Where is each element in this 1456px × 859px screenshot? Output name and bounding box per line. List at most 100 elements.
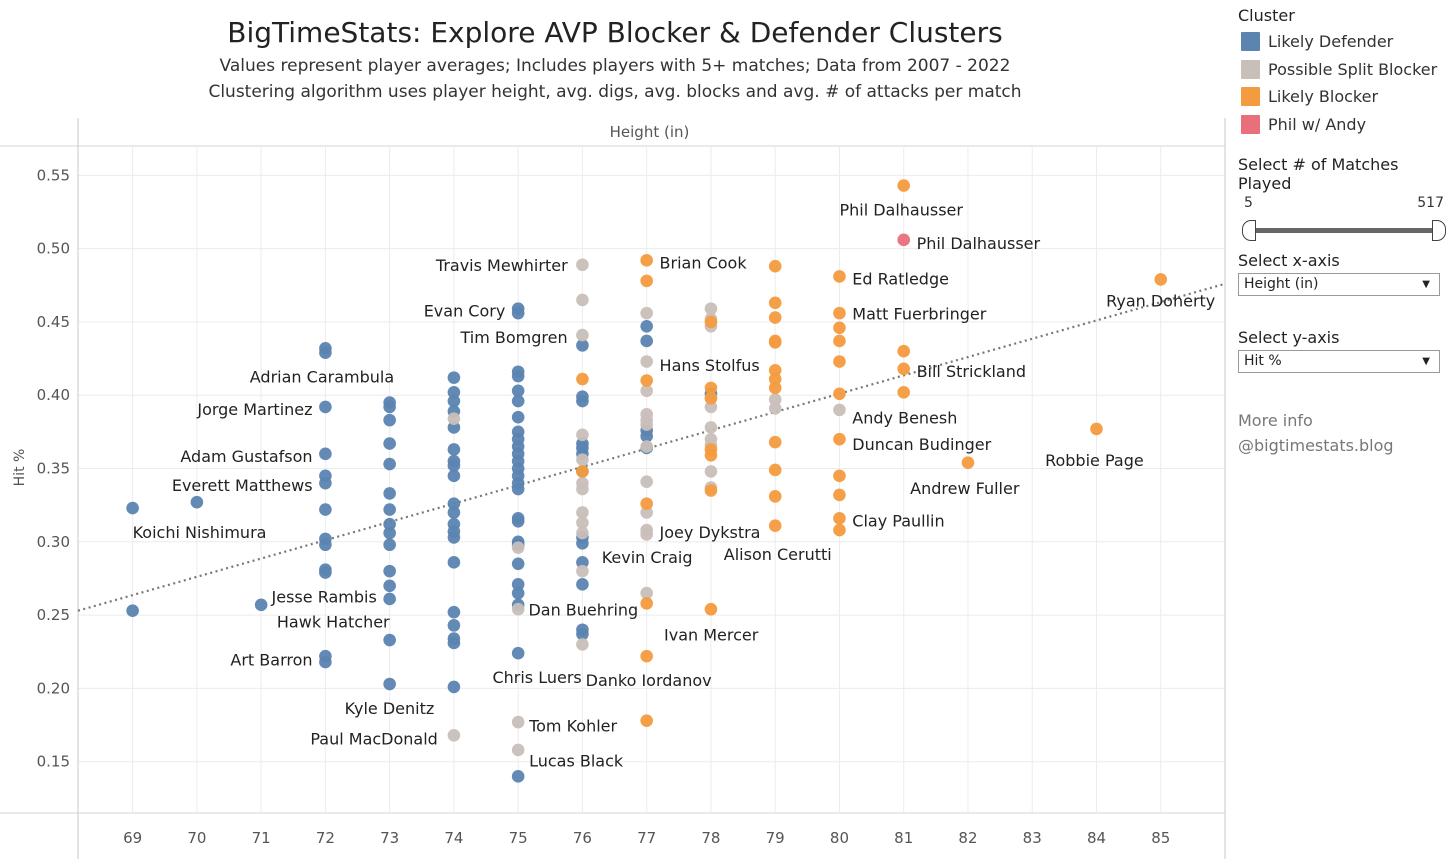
data-point[interactable] [576, 394, 589, 408]
chevron-down-icon[interactable]: ▼ [1422, 279, 1430, 290]
x-axis-dropdown[interactable]: Height (in) ▼ [1238, 273, 1440, 296]
data-point[interactable] [704, 381, 718, 395]
data-point[interactable] [319, 447, 332, 461]
data-point[interactable] [383, 633, 396, 647]
data-point[interactable] [576, 627, 589, 641]
data-point[interactable] [576, 428, 589, 442]
data-point[interactable] [576, 293, 589, 307]
data-point[interactable] [640, 254, 653, 267]
data-point[interactable] [447, 636, 461, 650]
data-point[interactable] [383, 487, 396, 500]
data-point[interactable] [447, 459, 461, 472]
data-point[interactable] [511, 482, 525, 496]
data-point[interactable] [576, 453, 589, 467]
data-point[interactable] [576, 328, 589, 342]
data-point[interactable] [383, 564, 396, 578]
data-point[interactable] [383, 526, 396, 540]
slider-max-handle[interactable] [1432, 220, 1446, 241]
data-point[interactable] [768, 259, 782, 273]
data-point[interactable] [383, 413, 396, 427]
data-point[interactable] [640, 714, 653, 727]
data-point[interactable] [254, 598, 268, 612]
data-point[interactable] [447, 469, 461, 483]
data-point[interactable] [447, 531, 461, 544]
data-point[interactable] [640, 597, 653, 610]
data-point[interactable] [833, 403, 846, 417]
data-point[interactable] [576, 372, 589, 386]
data-point[interactable] [833, 488, 846, 502]
data-point[interactable] [1154, 273, 1168, 286]
data-point[interactable] [704, 315, 718, 329]
data-point[interactable] [768, 381, 782, 395]
data-point[interactable] [833, 432, 846, 446]
data-point[interactable] [511, 557, 525, 571]
data-point[interactable] [704, 421, 718, 434]
data-point[interactable] [447, 443, 461, 456]
data-point[interactable] [511, 770, 525, 783]
data-point[interactable] [897, 362, 911, 376]
data-point[interactable] [447, 605, 461, 619]
data-point[interactable] [126, 501, 139, 515]
data-point[interactable] [319, 346, 332, 359]
data-point[interactable] [897, 344, 911, 358]
data-point[interactable] [511, 541, 525, 554]
data-point[interactable] [576, 506, 589, 519]
data-point[interactable] [383, 517, 396, 531]
data-point[interactable] [833, 469, 846, 483]
data-point[interactable] [833, 512, 846, 525]
data-point[interactable] [640, 440, 653, 453]
data-point[interactable] [576, 578, 589, 591]
data-point[interactable] [768, 363, 782, 377]
data-point[interactable] [576, 564, 589, 578]
data-point[interactable] [447, 506, 461, 519]
data-point[interactable] [897, 233, 911, 247]
data-point[interactable] [640, 384, 653, 398]
data-point[interactable] [319, 655, 332, 669]
legend-item[interactable]: Likely Blocker [1238, 83, 1448, 111]
data-point[interactable] [383, 677, 396, 691]
data-point[interactable] [576, 516, 589, 530]
data-point[interactable] [447, 421, 461, 434]
data-point[interactable] [511, 646, 525, 660]
data-point[interactable] [768, 435, 782, 449]
data-point[interactable] [833, 270, 846, 283]
data-point[interactable] [576, 638, 589, 651]
data-point[interactable] [511, 514, 525, 528]
data-point[interactable] [704, 465, 718, 478]
data-point[interactable] [511, 306, 525, 320]
data-point[interactable] [833, 334, 846, 348]
slider-min-handle[interactable] [1242, 220, 1256, 241]
data-point[interactable] [511, 586, 525, 600]
data-point[interactable] [833, 355, 846, 368]
legend-item[interactable]: Phil w/ Andy [1238, 111, 1448, 139]
data-point[interactable] [383, 592, 396, 606]
data-point[interactable] [190, 495, 204, 509]
data-point[interactable] [383, 457, 396, 471]
data-point[interactable] [319, 566, 332, 579]
data-point[interactable] [511, 578, 525, 591]
legend-item[interactable]: Likely Defender [1238, 28, 1448, 56]
data-point[interactable] [768, 336, 782, 349]
data-point[interactable] [768, 296, 782, 310]
data-point[interactable] [511, 602, 525, 616]
legend-item[interactable]: Possible Split Blocker [1238, 56, 1448, 84]
data-point[interactable] [640, 506, 653, 519]
data-point[interactable] [126, 604, 139, 618]
data-point[interactable] [833, 387, 846, 401]
data-point[interactable] [576, 526, 589, 540]
data-point[interactable] [768, 463, 782, 477]
data-point[interactable] [768, 519, 782, 532]
data-point[interactable] [383, 437, 396, 450]
data-point[interactable] [704, 602, 718, 616]
chevron-down-icon[interactable]: ▼ [1422, 356, 1430, 367]
data-point[interactable] [897, 385, 911, 399]
data-point[interactable] [576, 339, 589, 352]
data-point[interactable] [447, 619, 461, 632]
data-point[interactable] [576, 482, 589, 496]
data-point[interactable] [640, 306, 653, 320]
data-point[interactable] [640, 274, 653, 288]
slider-track[interactable] [1248, 228, 1438, 233]
scatter-chart[interactable]: 69 70 71 72 73 74 75 76 77 78 79 80 81 82 83 84 85 0.15 0.… [0, 110, 1232, 859]
data-point[interactable] [319, 503, 332, 516]
data-point[interactable] [447, 412, 461, 425]
